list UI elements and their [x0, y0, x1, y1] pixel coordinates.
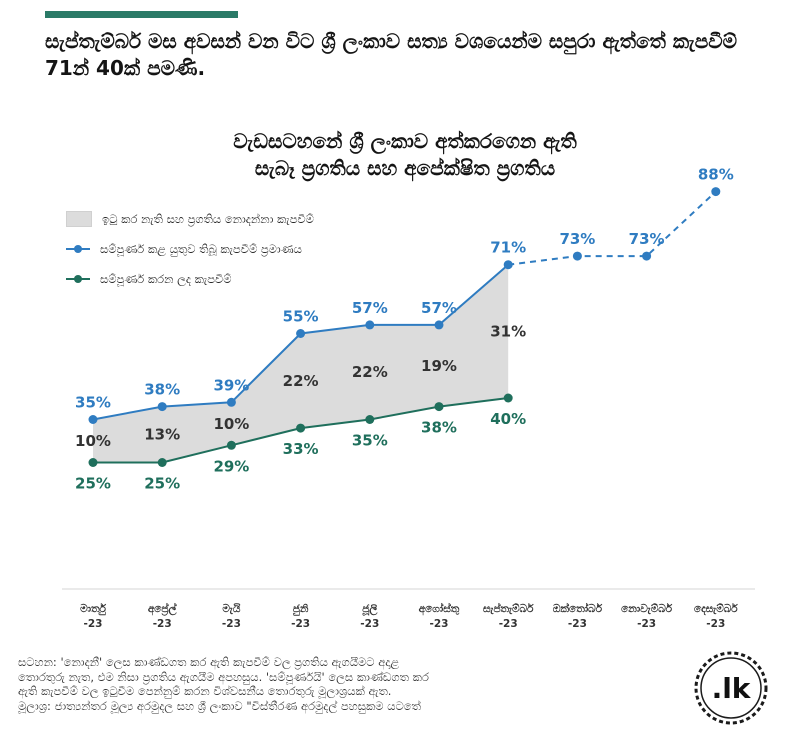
planned-point: [88, 415, 98, 424]
planned-point: [572, 251, 582, 261]
planned-label: 55%: [283, 308, 319, 326]
planned-point: [503, 260, 513, 270]
completed-point: [157, 458, 167, 467]
x-tick-label-year: -23: [84, 618, 103, 630]
chart-title: වැඩසටහනේ ශ්‍රී ලංකාව අත්කරගෙන ඇති සැබෑ ප…: [0, 128, 810, 182]
planned-label: 71%: [490, 239, 526, 257]
planned-point: [296, 329, 306, 338]
x-tick-label: මැයි: [222, 602, 240, 615]
completed-label: 33%: [283, 440, 319, 458]
completed-point: [434, 402, 444, 412]
x-tick-label-year: -23: [568, 618, 587, 630]
planned-label: 73%: [629, 230, 665, 248]
x-tick-label: මාර්තු: [80, 601, 107, 616]
planned-label: 39%: [213, 376, 249, 394]
completed-label: 38%: [421, 419, 457, 437]
x-tick-label: දෙසැම්බර්: [694, 601, 738, 616]
accent-bar: [45, 11, 238, 18]
publisher-logo: .lk: [694, 651, 768, 725]
planned-label: 73%: [559, 230, 595, 248]
completed-label: 40%: [490, 410, 526, 428]
legend-label-planned: සම්පූර්ණ කළ යුතුව තිබූ කැපවීම් ප්‍රමාණය: [100, 241, 302, 256]
chart-title-line-2: සැබෑ ප්‍රගතිය සහ අපේක්ෂිත ප්‍රගතිය: [254, 156, 556, 180]
planned-point: [365, 320, 375, 330]
footnote-line-1: සටහන: 'නොදනී' ලෙස කාණ්ඩගත කර ඇති කැපවීම්…: [18, 655, 400, 669]
x-tick-label-year: -23: [291, 618, 310, 630]
planned-point: [226, 397, 236, 407]
completed-point: [296, 423, 306, 433]
legend-label-completed: සම්පූර්ණ කරන ලද කැපවීම්: [100, 271, 232, 286]
x-tick-label: නොවැම්බර්: [621, 601, 673, 615]
x-tick-label-year: -23: [637, 618, 656, 630]
footnote-line-4: මූලාශ්‍ර: ජාත්‍යන්තර මූල්‍ය අරමුදල සහ ශ්…: [18, 698, 421, 713]
completed-point: [88, 458, 98, 467]
gap-label: 10%: [75, 432, 111, 450]
planned-point: [434, 320, 444, 330]
x-tick-label-year: -23: [222, 618, 241, 630]
planned-label: 35%: [75, 394, 111, 412]
x-tick-label: අප්‍රේල්: [148, 601, 178, 617]
planned-label: 57%: [421, 299, 457, 317]
x-tick-label: ජූලි: [361, 602, 378, 617]
planned-forecast-line: [508, 190, 717, 266]
gap-label: 31%: [490, 322, 526, 340]
x-tick-label-year: -23: [430, 618, 449, 630]
footnote-line-3: ඇති කැපවීම් වල ඉටුවීම පෙන්නුම් කරන විශ්ව…: [18, 684, 392, 698]
x-tick-label-year: -23: [706, 618, 725, 630]
legend-swatch-planned: [66, 242, 90, 256]
gap-label: 13%: [144, 426, 180, 444]
completed-point: [503, 393, 513, 403]
x-tick-label-year: -23: [360, 618, 379, 630]
planned-point: [642, 251, 652, 261]
chart-legend: ඉටු කර නැති සහ ප්‍රගතිය නොදන්නා කැපවීම් …: [66, 204, 314, 294]
x-tick-label: ඔක්තෝබර්: [553, 601, 603, 615]
completed-label: 35%: [352, 432, 388, 450]
x-tick-label: සැප්තැම්බර්: [483, 601, 534, 615]
x-tick-label: අගෝස්තු: [419, 601, 460, 616]
x-tick-label: ජුනි: [292, 602, 309, 616]
progress-chart: 35% 38% 39% 55% 57% 57% 71% 73% 73% 88% 25% 25% 29% 3…: [62, 166, 755, 630]
gap-label: 22%: [283, 372, 319, 390]
gap-label: 22%: [352, 363, 388, 381]
planned-point: [157, 402, 167, 412]
legend-item-planned: සම්පූර්ණ කළ යුතුව තිබූ කැපවීම් ප්‍රමාණය: [66, 234, 314, 264]
gap-label: 10%: [213, 415, 249, 433]
legend-item-completed: සම්පූර්ණ කරන ලද කැපවීම්: [66, 264, 314, 294]
footnote-line-2: තොරතුරු නැත, එම නිසා ප්‍රගතිය ඇගයීම අපහස…: [18, 669, 429, 684]
planned-point: [711, 187, 721, 197]
planned-label: 38%: [144, 381, 180, 399]
planned-label: 88%: [698, 166, 734, 184]
completed-label: 29%: [213, 457, 249, 475]
footnote: සටහන: 'නොදනී' ලෙස කාණ්ඩගත කර ඇති කැපවීම්…: [18, 655, 658, 713]
completed-point: [226, 440, 236, 450]
legend-item-gap: ඉටු කර නැති සහ ප්‍රගතිය නොදන්නා කැපවීම්: [66, 204, 314, 234]
x-tick-label-year: -23: [153, 618, 172, 630]
legend-swatch-completed: [66, 272, 90, 286]
logo-text: .lk: [712, 672, 752, 705]
completed-label: 25%: [75, 475, 111, 493]
planned-label: 57%: [352, 299, 388, 317]
gap-label: 19%: [421, 357, 457, 375]
chart-title-line-1: වැඩසටහනේ ශ්‍රී ලංකාව අත්කරගෙන ඇති: [233, 129, 577, 153]
headline: සැප්තැම්බර් මස අවසන් වන විට ශ්‍රී ලංකාව …: [45, 29, 737, 80]
completed-label: 25%: [144, 475, 180, 493]
legend-swatch-gap: [66, 211, 92, 227]
x-tick-label-year: -23: [499, 618, 518, 630]
legend-label-gap: ඉටු කර නැති සහ ප්‍රගතිය නොදන්නා කැපවීම්: [102, 211, 314, 226]
logo-inner-ring: [700, 657, 762, 719]
completed-point: [365, 415, 375, 424]
